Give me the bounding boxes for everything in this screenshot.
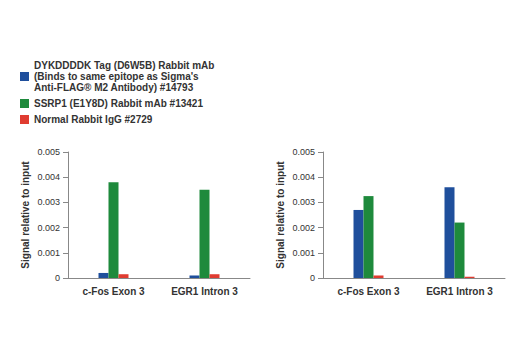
svg-text:0.002: 0.002 xyxy=(292,223,315,233)
svg-text:0.002: 0.002 xyxy=(37,223,60,233)
svg-text:0.003: 0.003 xyxy=(292,197,315,207)
svg-text:0.004: 0.004 xyxy=(292,172,315,182)
svg-text:Normal Rabbit IgG #2729: Normal Rabbit IgG #2729 xyxy=(34,114,153,125)
svg-text:0.005: 0.005 xyxy=(37,147,60,157)
svg-text:c-Fos Exon 3: c-Fos Exon 3 xyxy=(337,286,400,297)
svg-text:0.005: 0.005 xyxy=(292,147,315,157)
svg-text:DYKDDDDK Tag (D6W5B) Rabbit mA: DYKDDDDK Tag (D6W5B) Rabbit mAb xyxy=(34,60,214,71)
svg-text:0.001: 0.001 xyxy=(292,248,315,258)
svg-text:c-Fos Exon 3: c-Fos Exon 3 xyxy=(82,286,145,297)
svg-text:EGR1 Intron 3: EGR1 Intron 3 xyxy=(426,286,493,297)
svg-text:0.003: 0.003 xyxy=(37,197,60,207)
svg-text:0.004: 0.004 xyxy=(37,172,60,182)
svg-text:0: 0 xyxy=(55,273,60,283)
svg-text:EGR1 Intron 3: EGR1 Intron 3 xyxy=(171,286,238,297)
svg-text:Signal relative to input: Signal relative to input xyxy=(20,161,31,269)
svg-text:0.001: 0.001 xyxy=(37,248,60,258)
svg-text:0: 0 xyxy=(310,273,315,283)
svg-text:(Binds to same epitope as Sigm: (Binds to same epitope as Sigma's xyxy=(34,71,199,82)
svg-text:Signal relative to input: Signal relative to input xyxy=(275,161,286,269)
svg-text:SSRP1 (E1Y8D) Rabbit mAb #1342: SSRP1 (E1Y8D) Rabbit mAb #13421 xyxy=(34,98,203,109)
svg-text:Anti-FLAG® M2 Antibody) #14793: Anti-FLAG® M2 Antibody) #14793 xyxy=(34,82,194,93)
